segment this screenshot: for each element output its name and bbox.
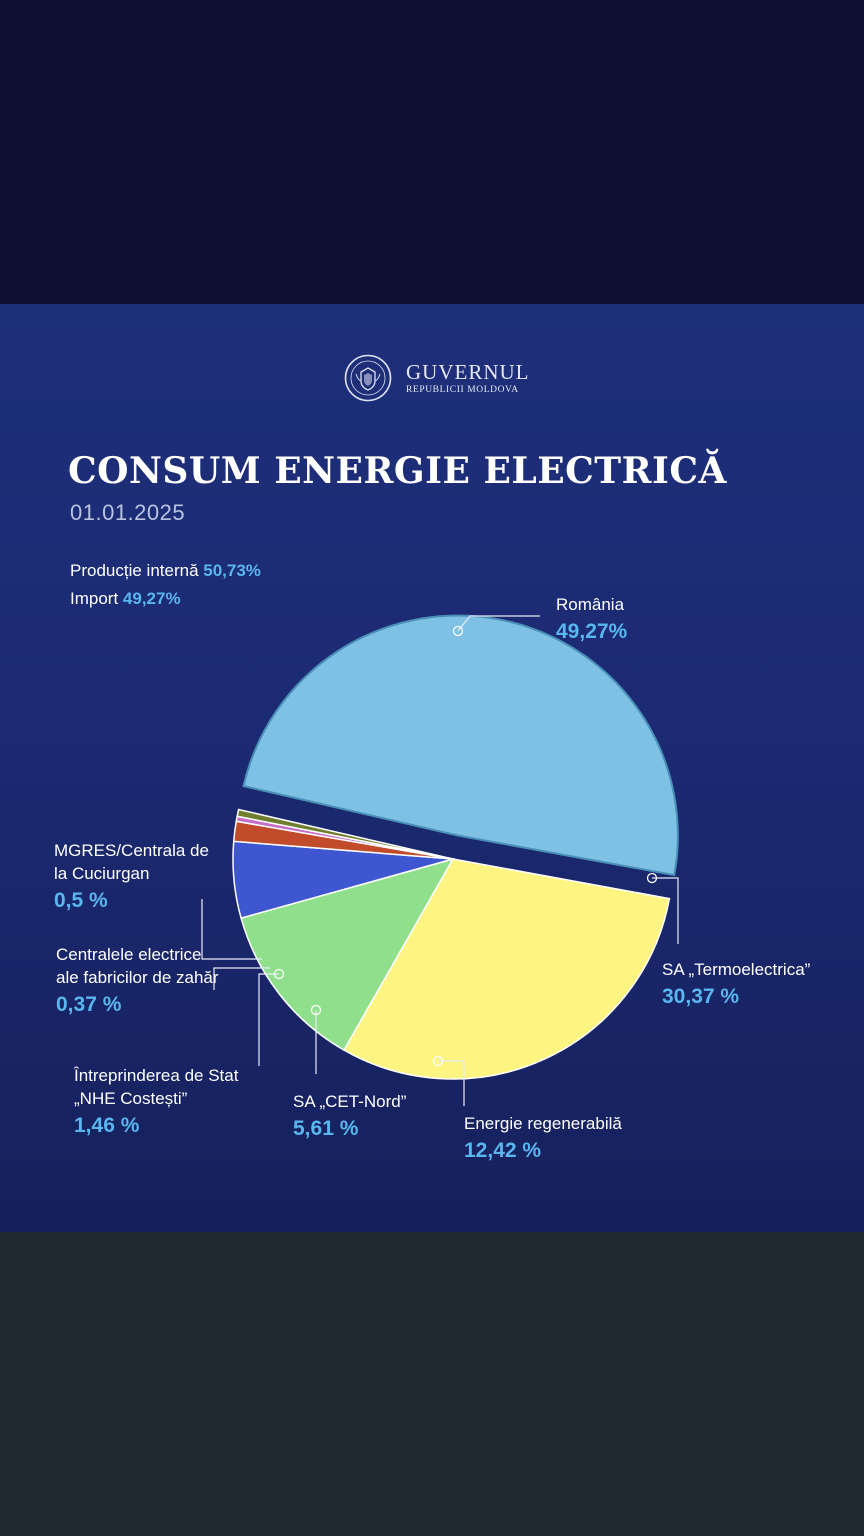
- leader-line-mgres: [201, 899, 262, 960]
- pie-slice-mgres: [236, 808, 454, 860]
- label-nhe-costesti-name: Întreprinderea de Stat „NHE Costești”: [74, 1066, 239, 1108]
- leader-line-regenerabila: [438, 1060, 465, 1106]
- pie-slice-romania: [242, 614, 679, 877]
- label-mgres-value: 0,5 %: [54, 889, 108, 912]
- label-nhe-costesti-value: 1,46 %: [74, 1114, 140, 1137]
- chart-date: 01.01.2025: [70, 500, 186, 525]
- label-regenerabila: Energie regenerabilă 12,42 %: [464, 1112, 622, 1165]
- label-cet-nord-name: SA „CET-Nord”: [293, 1092, 407, 1111]
- leader-line-termoelectrica: [652, 877, 679, 944]
- label-mgres-name: MGRES/Centrala de la Cuciurgan: [54, 841, 209, 883]
- leader-line-romania: [457, 615, 540, 632]
- summary-internal-label: Producție internă: [70, 561, 199, 580]
- label-mgres: MGRES/Centrala de la Cuciurgan 0,5 %: [54, 839, 214, 915]
- summary-internal-value: 50,73%: [203, 561, 261, 580]
- pie-slice-termoelectrica: [342, 858, 671, 1080]
- label-cet-nord-value: 5,61 %: [293, 1117, 359, 1140]
- leader-line-nhe-costesti: [258, 973, 279, 1066]
- label-termoelectrica-name: SA „Termoelectrica”: [662, 960, 811, 979]
- label-zahar-value: 0,37 %: [56, 993, 122, 1016]
- infographic-card: GUVERNUL REPUBLICII MOLDOVA CONSUM ENERG…: [0, 304, 864, 1232]
- leader-line-zahar: [213, 967, 270, 990]
- summary-import-label: Import: [70, 589, 119, 608]
- pie-chart: [201, 614, 679, 1106]
- top-background-band: [0, 0, 864, 304]
- bottom-background-band: [0, 1232, 864, 1536]
- leader-dot-regenerabila: [432, 1055, 444, 1067]
- coat-of-arms-icon: [344, 354, 392, 402]
- summary-import: Import 49,27%: [70, 585, 261, 613]
- pie-slice-regenerabila: [240, 857, 455, 1052]
- leader-dot-termoelectrica: [646, 872, 658, 884]
- logo-title: GUVERNUL: [406, 360, 530, 384]
- label-termoelectrica-value: 30,37 %: [662, 985, 740, 1008]
- label-romania-value: 49,27%: [556, 620, 628, 643]
- summary-block: Producție internă 50,73% Import 49,27%: [70, 557, 261, 613]
- label-termoelectrica: SA „Termoelectrica” 30,37 %: [662, 958, 810, 1011]
- label-cet-nord: SA „CET-Nord” 5,61 %: [293, 1090, 406, 1143]
- summary-import-value: 49,27%: [122, 589, 181, 608]
- label-zahar-name: Centralele electrice ale fabricilor de z…: [56, 945, 219, 987]
- leader-dot-romania: [452, 625, 464, 637]
- leader-dot-cet-nord: [310, 1004, 322, 1016]
- label-romania: România 49,27%: [556, 593, 627, 646]
- chart-title: CONSUM ENERGIE ELECTRICĂ: [68, 450, 727, 492]
- label-romania-name: România: [556, 595, 625, 614]
- label-nhe-costesti: Întreprinderea de Stat „NHE Costești” 1,…: [74, 1064, 264, 1140]
- leader-dot-nhe-costesti: [273, 968, 285, 980]
- government-logo: GUVERNUL REPUBLICII MOLDOVA: [344, 354, 530, 402]
- logo-subtitle: REPUBLICII MOLDOVA: [406, 385, 519, 395]
- label-regenerabila-value: 12,42 %: [464, 1139, 542, 1162]
- summary-internal: Producție internă 50,73%: [70, 557, 261, 585]
- label-zahar: Centralele electrice ale fabricilor de z…: [56, 943, 226, 1019]
- label-regenerabila-name: Energie regenerabilă: [464, 1114, 622, 1133]
